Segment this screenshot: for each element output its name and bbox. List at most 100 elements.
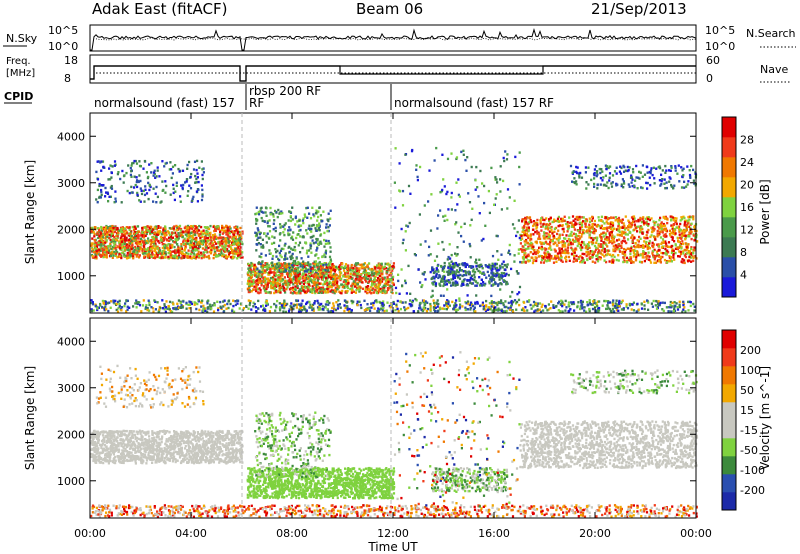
range-cell — [643, 236, 646, 239]
range-cell — [381, 270, 384, 273]
range-cell — [595, 258, 598, 261]
range-cell — [255, 275, 258, 279]
range-cell — [681, 242, 685, 246]
range-cell — [539, 247, 542, 250]
range-cell — [383, 276, 386, 279]
range-cell — [535, 251, 538, 254]
range-cell — [179, 247, 182, 250]
range-cell — [127, 164, 130, 167]
range-cell — [111, 253, 114, 256]
range-cell — [231, 241, 234, 244]
range-cell — [156, 245, 159, 249]
range-cell — [317, 277, 320, 281]
range-cell — [582, 241, 585, 244]
range-cell — [454, 280, 457, 283]
range-cell — [145, 248, 148, 251]
range-cell — [680, 247, 683, 250]
range-cell — [491, 275, 494, 279]
range-cell — [177, 249, 180, 252]
range-cell — [353, 283, 357, 286]
range-cell — [99, 249, 102, 252]
range-cell — [559, 257, 562, 260]
range-cell — [575, 216, 578, 219]
range-cell — [570, 221, 573, 225]
range-cell — [294, 281, 297, 285]
range-cell — [274, 265, 277, 268]
range-cell — [305, 268, 308, 271]
range-cell — [191, 199, 194, 202]
range-cell — [162, 231, 165, 235]
range-cell — [525, 247, 528, 251]
range-cell — [278, 212, 281, 215]
range-cell — [102, 233, 105, 236]
range-cell — [154, 192, 157, 195]
range-cell — [656, 235, 659, 238]
range-cell — [180, 243, 183, 246]
range-cell — [578, 221, 582, 224]
range-cell — [131, 255, 134, 258]
range-cell — [289, 270, 292, 273]
range-cell — [471, 278, 474, 281]
range-cell — [238, 250, 242, 253]
range-cell — [525, 229, 528, 232]
range-cell — [677, 246, 681, 249]
range-cell — [344, 291, 347, 294]
range-cell — [295, 273, 298, 277]
range-cell — [629, 252, 632, 256]
range-cell — [303, 272, 306, 275]
range-cell — [567, 255, 571, 259]
range-cell — [647, 224, 650, 227]
range-cell — [671, 227, 674, 230]
range-cell — [324, 249, 328, 252]
range-cell — [658, 230, 661, 234]
range-cell — [363, 266, 366, 270]
range-cell — [274, 285, 278, 288]
range-cell — [130, 247, 133, 251]
range-cell — [605, 220, 608, 223]
range-cell — [122, 174, 126, 178]
range-cell — [589, 250, 592, 253]
range-cell — [632, 261, 635, 264]
range-cell — [258, 287, 261, 290]
range-cell — [104, 237, 107, 240]
range-cell — [241, 230, 244, 233]
range-cell — [387, 280, 390, 284]
range-cell — [557, 241, 560, 244]
range-cell — [623, 228, 627, 231]
range-cell — [191, 244, 194, 247]
range-cell — [589, 230, 592, 234]
range-cell — [257, 281, 260, 284]
range-cell — [338, 268, 341, 272]
range-cell — [267, 273, 270, 276]
range-cell — [359, 280, 362, 283]
range-cell — [114, 238, 117, 241]
range-cell — [198, 240, 201, 244]
range-cell — [116, 227, 119, 230]
range-cell — [527, 236, 530, 240]
range-cell — [308, 224, 311, 227]
range-cell — [148, 226, 152, 230]
range-cell — [365, 265, 369, 268]
range-cell — [666, 221, 669, 225]
range-cell — [142, 226, 145, 229]
range-cell — [444, 283, 447, 286]
range-cell — [320, 242, 323, 245]
range-cell — [564, 242, 567, 245]
range-cell — [107, 230, 111, 233]
range-cell — [338, 275, 341, 278]
range-cell — [309, 279, 312, 282]
range-cell — [335, 274, 339, 277]
range-cell — [123, 254, 126, 258]
range-cell — [169, 193, 172, 196]
range-cell — [127, 256, 130, 259]
range-cell — [260, 282, 263, 285]
range-cell — [637, 225, 640, 228]
range-cell — [319, 274, 322, 277]
range-cell — [688, 235, 691, 238]
range-cell — [604, 233, 607, 236]
range-cell — [391, 269, 394, 272]
range-cell — [131, 247, 134, 250]
range-cell — [581, 216, 584, 219]
range-cell — [227, 235, 230, 238]
range-cell — [566, 223, 569, 226]
